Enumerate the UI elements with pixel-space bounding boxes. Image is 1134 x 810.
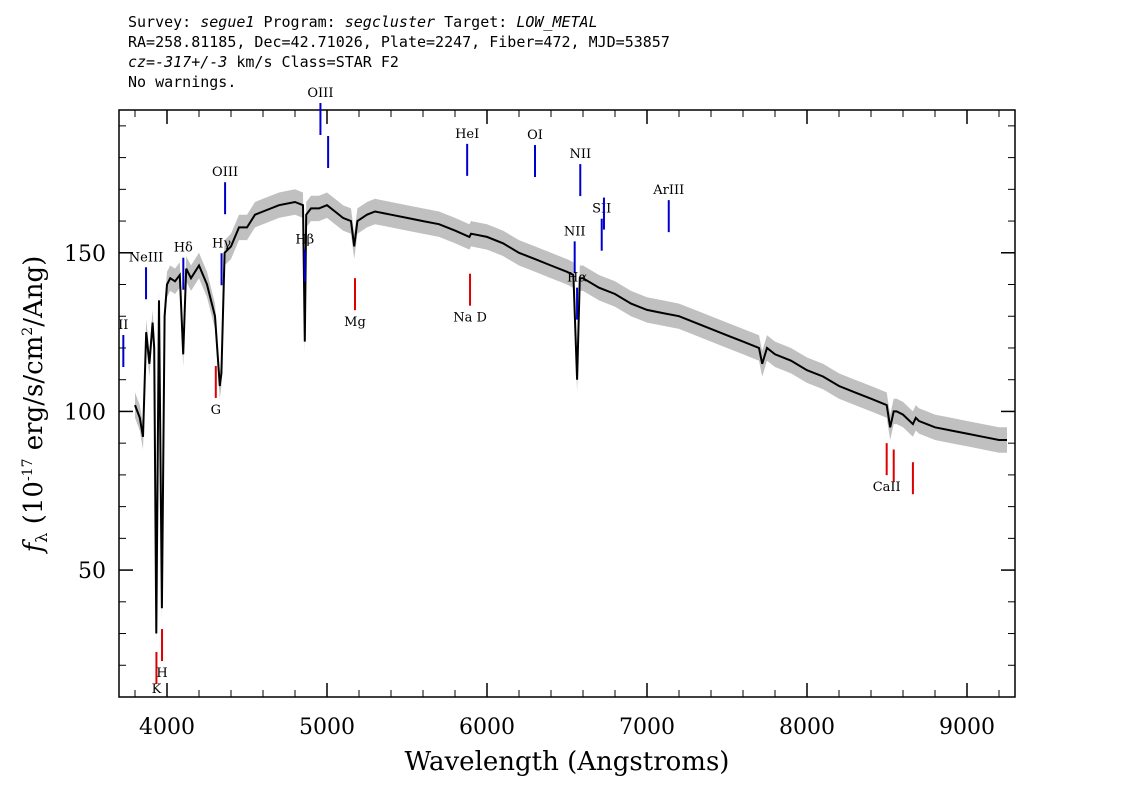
spectral-lines-layer: NeIII Hδ Hγ OIII Hβ OIII HeI OI NII Hα NII SII ArIII… bbox=[118, 86, 914, 697]
x-axis-title: Wavelength (Angstroms) bbox=[405, 747, 730, 777]
ticks-layer: 4000 5000 6000 7000 8000 9000 50 100 150 bbox=[64, 110, 1015, 740]
survey-value: segue1 bbox=[200, 13, 255, 31]
header-line-warnings: No warnings. bbox=[128, 73, 237, 91]
emission-line-label: OIII bbox=[212, 165, 238, 180]
x-tick-label: 8000 bbox=[779, 715, 835, 740]
cz-value: cz=-317+/-3 bbox=[128, 53, 228, 71]
emission-line-label: NII bbox=[564, 224, 586, 239]
x-tick-label: 7000 bbox=[619, 715, 675, 740]
header-line-survey: Survey: segue1 Program: segcluster Targe… bbox=[128, 12, 670, 32]
header-line-coordinates: RA=258.81185, Dec=42.71026, Plate=2247, … bbox=[128, 33, 670, 51]
absorption-line-label: Na D bbox=[453, 311, 487, 326]
survey-label: Survey: bbox=[128, 13, 201, 31]
emission-line-label: Hγ bbox=[212, 236, 231, 251]
error-band-layer bbox=[135, 189, 1007, 647]
emission-line-label: Hδ bbox=[174, 241, 193, 256]
x-tick-label: 6000 bbox=[459, 715, 515, 740]
program-label: Program: bbox=[254, 13, 345, 31]
flux-layer bbox=[134, 200, 1007, 634]
program-value: segcluster bbox=[344, 13, 436, 31]
y-axis-title: fλ (10-17 erg/s/cm2/Ang) bbox=[19, 256, 51, 555]
x-tick-label: 4000 bbox=[139, 715, 195, 740]
x-tick-label: 5000 bbox=[299, 715, 355, 740]
header-line-redshift: cz=-317+/-3 km/s Class=STAR F2 bbox=[128, 52, 670, 72]
absorption-line-label: CaII bbox=[873, 480, 901, 495]
emission-line-label: OI bbox=[527, 128, 543, 143]
flux-series-line bbox=[134, 200, 1007, 634]
spectrum-header: Survey: segue1 Program: segcluster Targe… bbox=[128, 12, 670, 92]
absorption-line-label: H bbox=[156, 666, 167, 681]
absorption-line-label: G bbox=[211, 403, 221, 418]
emission-line-label: Hα bbox=[567, 271, 587, 286]
emission-line-label: NII bbox=[569, 147, 591, 162]
error-band bbox=[135, 189, 1007, 647]
emission-line-label: Hβ bbox=[295, 233, 314, 248]
emission-line-label: II bbox=[118, 318, 128, 333]
y-tick-label: 100 bbox=[64, 400, 106, 425]
emission-line-label: HeI bbox=[455, 127, 479, 142]
x-tick-label: 9000 bbox=[939, 715, 995, 740]
target-label: Target: bbox=[435, 13, 517, 31]
emission-line-label: NeIII bbox=[129, 250, 163, 265]
absorption-line-label: Mg bbox=[344, 315, 366, 330]
target-value: LOW_METAL bbox=[516, 13, 598, 31]
y-tick-label: 150 bbox=[64, 242, 106, 267]
plot-frame bbox=[118, 109, 1016, 698]
emission-line-label: ArIII bbox=[652, 183, 684, 198]
absorption-line-label: K bbox=[152, 682, 162, 697]
y-tick-label: 50 bbox=[78, 559, 106, 584]
class-value: km/s Class=STAR F2 bbox=[227, 53, 399, 71]
emission-line-label: OIII bbox=[307, 86, 333, 101]
emission-line-label: SII bbox=[592, 202, 611, 217]
